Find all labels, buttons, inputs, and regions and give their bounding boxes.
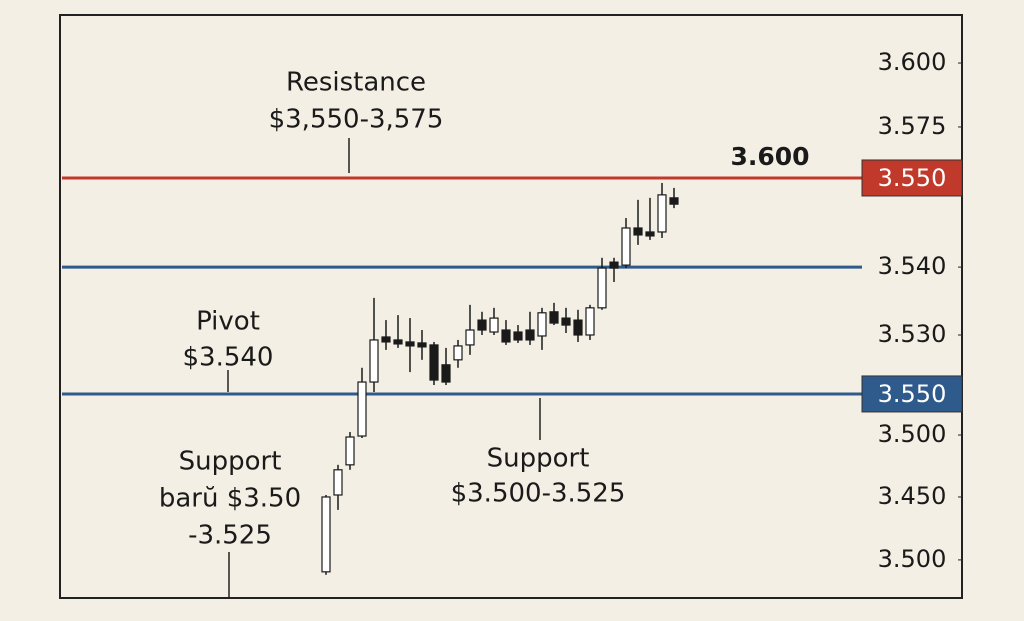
candle-body — [321, 496, 331, 573]
annotation-text: Pivot — [196, 307, 260, 337]
candle-body — [477, 319, 487, 331]
y-tick-label: 3.540 — [878, 252, 947, 280]
level-badge — [861, 159, 963, 197]
y-tick-label: 3.500 — [878, 545, 947, 573]
candle-body — [561, 317, 571, 326]
candle-body — [513, 331, 523, 341]
level-badge-label: 3.550 — [878, 380, 947, 408]
level-badge-label: 3.550 — [878, 164, 947, 192]
candle-body — [537, 312, 547, 337]
candle-body — [357, 381, 367, 437]
candle-body — [597, 267, 607, 309]
annotation-text: -3.525 — [188, 521, 272, 551]
level-caption: 3.600 — [730, 142, 809, 171]
annotation-text: Support — [487, 444, 590, 474]
y-tick-label: 3.450 — [878, 482, 947, 510]
candle-body — [465, 329, 475, 346]
annotation-text: $3,550-3,575 — [269, 105, 444, 135]
y-tick-label: 3.500 — [878, 420, 947, 448]
candle-body — [333, 469, 343, 496]
candle-body — [405, 341, 415, 347]
candle-body — [525, 329, 535, 341]
level-badge — [861, 375, 963, 413]
candle-body — [621, 227, 631, 266]
annotation-text: Support — [179, 447, 282, 477]
candle-body — [573, 319, 583, 336]
y-tick-label: 3.575 — [878, 112, 947, 140]
candle-body — [489, 317, 499, 333]
candle-body — [345, 436, 355, 466]
y-tick-label: 3.530 — [878, 320, 947, 348]
annotation-text: $3.540 — [183, 343, 274, 373]
y-tick-label: 3.600 — [878, 48, 947, 76]
candle-body — [549, 311, 559, 324]
candle-body — [441, 364, 451, 383]
plot-frame — [59, 14, 963, 599]
candle-body — [369, 339, 379, 383]
candle-body — [393, 339, 403, 345]
annotation-text: $3.500-3.525 — [451, 479, 626, 509]
candle-body — [657, 194, 667, 233]
candle-body — [585, 307, 595, 336]
candle-body — [609, 261, 619, 269]
annotation-text: Resistance — [286, 68, 426, 98]
candle-body — [417, 342, 427, 348]
candle-body — [453, 345, 463, 361]
candle-body — [381, 336, 391, 343]
candle-body — [669, 197, 679, 205]
candle-body — [429, 344, 439, 381]
candle-body — [645, 231, 655, 237]
annotation-text: barŭ $3.50 — [159, 484, 301, 514]
candle-body — [633, 227, 643, 236]
candle-body — [501, 329, 511, 343]
